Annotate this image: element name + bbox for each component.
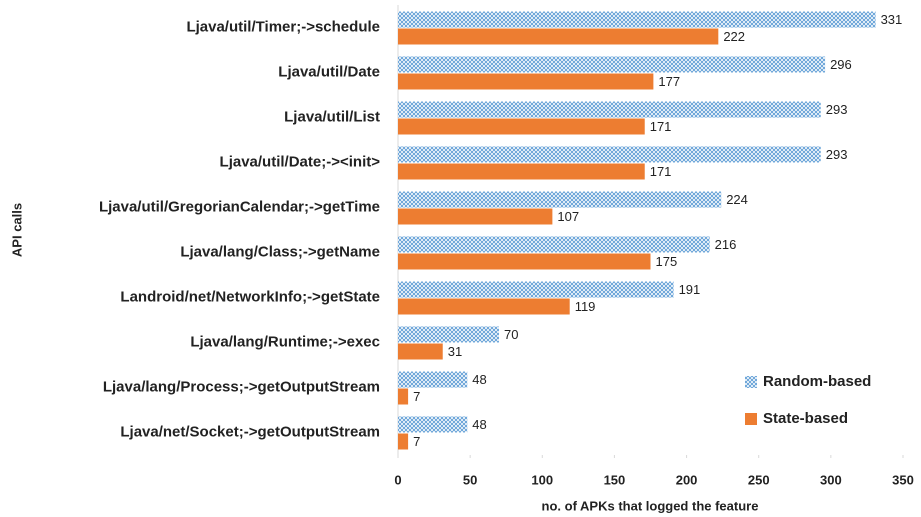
category-label: Ljava/util/Timer;->schedule	[186, 18, 380, 35]
value-label: 48	[472, 372, 486, 387]
category-label: Ljava/lang/Process;->getOutputStream	[103, 378, 380, 395]
x-tick-label: 350	[892, 472, 914, 487]
category-label: Ljava/util/List	[284, 108, 380, 125]
category-label: Ljava/util/GregorianCalendar;->getTime	[99, 198, 380, 215]
bar	[398, 118, 645, 135]
value-label: 7	[413, 434, 420, 449]
category-label: Ljava/net/Socket;->getOutputStream	[120, 423, 380, 440]
x-tick-label: 200	[676, 472, 698, 487]
category-label: Ljava/util/Date	[278, 63, 380, 80]
x-axis-title: no. of APKs that logged the feature	[542, 498, 759, 513]
bar	[398, 73, 654, 90]
legend-swatch	[745, 376, 757, 388]
bar	[398, 281, 674, 298]
value-label: 31	[448, 344, 462, 359]
bar	[398, 236, 710, 253]
value-label: 48	[472, 417, 486, 432]
bar	[398, 163, 645, 180]
value-label: 331	[881, 12, 903, 27]
category-label: Ljava/util/Date;-><init>	[220, 153, 381, 170]
bar	[398, 416, 468, 433]
bar	[398, 298, 570, 315]
value-label: 222	[723, 29, 745, 44]
value-label: 296	[830, 57, 852, 72]
x-tick-label: 50	[463, 472, 477, 487]
category-label: Landroid/net/NetworkInfo;->getState	[120, 288, 380, 305]
bar	[398, 326, 499, 343]
bar	[398, 101, 821, 118]
value-label: 171	[650, 164, 672, 179]
bar	[398, 253, 651, 270]
bar	[398, 208, 553, 225]
legend-swatch	[745, 413, 757, 425]
x-tick-label: 100	[531, 472, 553, 487]
category-label: Ljava/lang/Class;->getName	[180, 243, 380, 260]
bar	[398, 433, 409, 450]
value-label: 293	[826, 102, 848, 117]
value-label: 70	[504, 327, 518, 342]
value-label: 107	[557, 209, 579, 224]
value-label: 191	[679, 282, 701, 297]
bar	[398, 11, 876, 28]
legend-label: Random-based	[763, 373, 871, 390]
value-label: 7	[413, 389, 420, 404]
bar	[398, 56, 826, 73]
x-tick-label: 150	[604, 472, 626, 487]
value-label: 177	[658, 74, 680, 89]
value-label: 175	[656, 254, 678, 269]
value-label: 224	[726, 192, 748, 207]
bar	[398, 388, 409, 405]
value-label: 216	[715, 237, 737, 252]
bar	[398, 146, 821, 163]
bar	[398, 191, 722, 208]
category-label: Ljava/lang/Runtime;->exec	[190, 333, 380, 350]
bar	[398, 371, 468, 388]
value-label: 119	[575, 299, 596, 314]
value-label: 293	[826, 147, 848, 162]
bar	[398, 343, 443, 360]
value-label: 171	[650, 119, 672, 134]
legend-label: State-based	[763, 410, 848, 427]
x-tick-label: 0	[394, 472, 401, 487]
x-tick-label: 300	[820, 472, 842, 487]
y-axis-title: API calls	[9, 203, 24, 257]
bar	[398, 28, 719, 45]
x-tick-label: 250	[748, 472, 770, 487]
